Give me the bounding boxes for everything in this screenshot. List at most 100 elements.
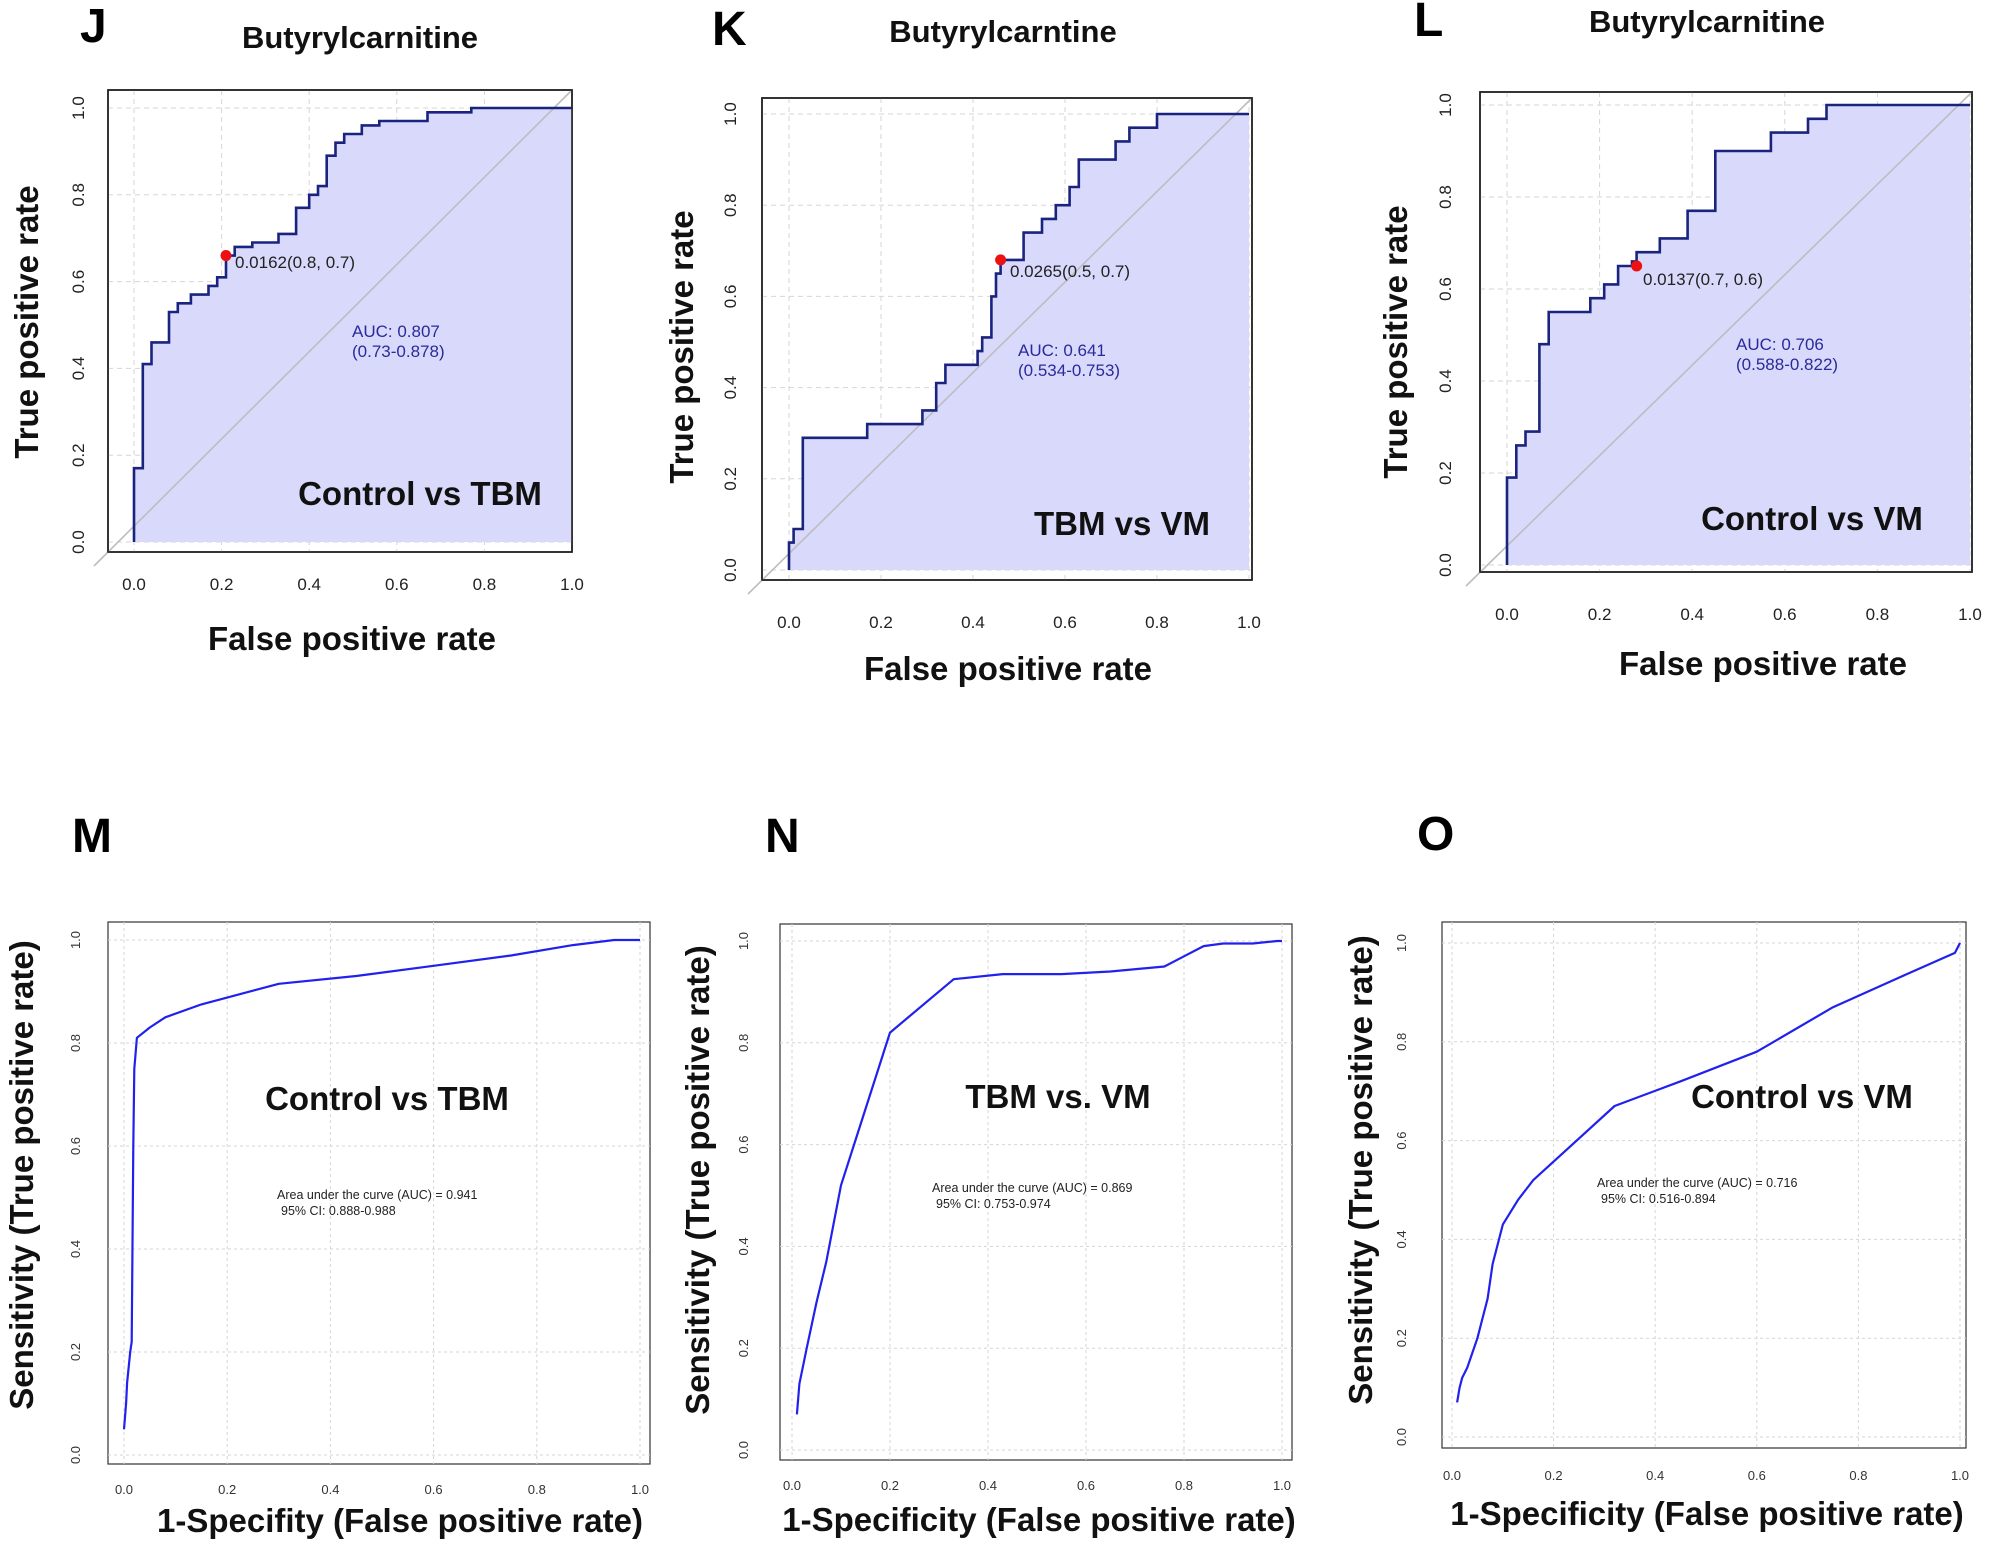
x-tick-label: 0.2 (210, 575, 234, 594)
x-axis-label: 1-Specificity (False positive rate) (782, 1501, 1296, 1538)
cutoff-point (995, 254, 1007, 266)
ci-label: 95% CI: 0.516-0.894 (1601, 1192, 1716, 1206)
cutoff-point (1631, 260, 1643, 272)
plot-frame (779, 923, 1293, 1461)
y-tick-label: 0.2 (68, 1343, 83, 1361)
y-tick-label: 0.8 (721, 193, 740, 217)
roc-curve (795, 939, 1282, 1415)
x-tick-label: 0.4 (1646, 1468, 1664, 1483)
panel-l: 0.0 0.2 0.4 0.6 0.8 1.0 0.0 0.2 0.4 0.6 0.8 1.0 0.01… (1377, 0, 1982, 682)
x-tick-label: 0.6 (425, 1482, 443, 1497)
roc-curve (1505, 103, 1970, 565)
auc-area (1507, 105, 1970, 565)
ci-label: 95% CI: 0.888-0.988 (281, 1204, 396, 1218)
y-tick-label: 0.4 (1394, 1230, 1409, 1248)
y-tick-label: 0.2 (1436, 461, 1455, 485)
x-tick-label: 0.6 (1773, 605, 1797, 624)
chance-diagonal (93, 89, 573, 567)
y-tick-label: 0.6 (1436, 277, 1455, 301)
x-tick-label: 0.4 (961, 613, 985, 632)
x-tick-label: 1.0 (1237, 613, 1261, 632)
y-tick-label: 0.0 (721, 558, 740, 582)
y-tick-label: 1.0 (68, 931, 83, 949)
auc-label: AUC: 0.807 (352, 322, 440, 341)
x-tick-label: 0.8 (1175, 1478, 1193, 1493)
roc-curve (787, 112, 1249, 570)
auc-label: AUC: 0.706 (1736, 335, 1824, 354)
y-tick-label: 0.8 (68, 1034, 83, 1052)
x-tick-label: 1.0 (560, 575, 584, 594)
x-tick-label: 0.8 (1849, 1468, 1867, 1483)
ci-label: 95% CI: 0.753-0.974 (936, 1197, 1051, 1211)
comparison-label: TBM vs VM (1034, 505, 1210, 542)
y-tick-label: 0.4 (721, 376, 740, 400)
auc-label: Area under the curve (AUC) = 0.941 (277, 1188, 477, 1202)
x-axis-label: False positive rate (864, 650, 1152, 687)
x-tick-label: 1.0 (1958, 605, 1982, 624)
x-tick-label: 0.0 (115, 1482, 133, 1497)
roc-curve (122, 938, 640, 1430)
x-tick-label: 0.0 (777, 613, 801, 632)
comparison-label: Control vs VM (1691, 1078, 1913, 1115)
auc-label: Area under the curve (AUC) = 0.869 (932, 1181, 1132, 1195)
x-tick-label: 0.4 (297, 575, 321, 594)
y-tick-label: 0.6 (69, 270, 88, 294)
x-axis-label: False positive rate (208, 620, 496, 657)
y-tick-label: 0.4 (69, 357, 88, 381)
x-tick-label: 0.6 (385, 575, 409, 594)
auc-area (789, 114, 1249, 570)
y-axis-label: True positive rate (8, 185, 45, 458)
y-tick-label: 0.6 (68, 1137, 83, 1155)
panel-letter: J (80, 0, 107, 53)
panel-letter: O (1417, 808, 1454, 861)
y-tick-label: 0.2 (1394, 1329, 1409, 1347)
y-tick-label: 0.2 (721, 467, 740, 491)
panel-k: 0.0 0.2 0.4 0.6 0.8 1.0 0.0 0.2 0.4 0.6 0.8 1.0 0.02… (663, 3, 1261, 687)
chance-diagonal (1465, 91, 1973, 587)
panel-n: 0.0 0.2 0.4 0.6 0.8 1.0 0.0 0.2 0.4 0.6 0.8 1.0 Area… (679, 810, 1296, 1538)
chance-diagonal (747, 97, 1253, 595)
panel-letter: N (765, 810, 800, 863)
comparison-label: Control vs TBM (265, 1080, 509, 1117)
y-axis-label: Sensitivity (True positive rate) (679, 945, 716, 1414)
x-tick-label: 0.2 (1545, 1468, 1563, 1483)
y-tick-label: 0.8 (736, 1034, 751, 1052)
panel-m: 0.0 0.2 0.4 0.6 0.8 1.0 0.0 0.2 0.4 0.6 0.8 1.0 Area… (3, 810, 651, 1539)
x-tick-label: 0.4 (1680, 605, 1704, 624)
x-tick-label: 0.8 (1145, 613, 1169, 632)
y-tick-label: 0.4 (736, 1237, 751, 1255)
x-tick-label: 0.8 (1866, 605, 1890, 624)
x-tick-label: 0.8 (528, 1482, 546, 1497)
comparison-label: Control vs TBM (298, 475, 542, 512)
chart-title: Butyrylcarnitine (242, 20, 478, 55)
panel-letter: K (712, 3, 747, 56)
y-axis-label: True positive rate (663, 210, 700, 483)
y-tick-label: 0.4 (68, 1240, 83, 1258)
ci-label: (0.588-0.822) (1736, 355, 1838, 374)
y-axis-label: Sensitivity (True positive rate) (1342, 935, 1379, 1404)
y-tick-label: 1.0 (1394, 934, 1409, 952)
x-tick-label: 0.2 (881, 1478, 899, 1493)
ci-label: (0.73-0.878) (352, 342, 445, 361)
chart-title: Butyrylcarntine (889, 14, 1116, 49)
y-tick-label: 1.0 (69, 96, 88, 120)
y-tick-label: 0.6 (721, 285, 740, 309)
comparison-label: TBM vs. VM (965, 1078, 1150, 1115)
x-tick-label: 0.2 (869, 613, 893, 632)
y-tick-label: 0.0 (1394, 1428, 1409, 1446)
y-tick-label: 0.2 (736, 1339, 751, 1357)
y-tick-label: 0.6 (1394, 1132, 1409, 1150)
y-tick-label: 0.6 (736, 1136, 751, 1154)
cutoff-label: 0.0162(0.8, 0.7) (235, 253, 355, 272)
x-tick-label: 1.0 (1273, 1478, 1291, 1493)
x-tick-label: 0.0 (783, 1478, 801, 1493)
x-tick-label: 0.0 (1495, 605, 1519, 624)
x-tick-label: 0.4 (321, 1482, 339, 1497)
panel-letter: L (1414, 0, 1443, 47)
y-tick-label: 0.0 (736, 1441, 751, 1459)
y-axis-label: Sensitivity (True positive rate) (3, 940, 40, 1409)
y-tick-label: 1.0 (721, 102, 740, 126)
x-tick-label: 0.4 (979, 1478, 997, 1493)
y-tick-label: 0.0 (69, 530, 88, 554)
plot-frame (107, 921, 651, 1465)
